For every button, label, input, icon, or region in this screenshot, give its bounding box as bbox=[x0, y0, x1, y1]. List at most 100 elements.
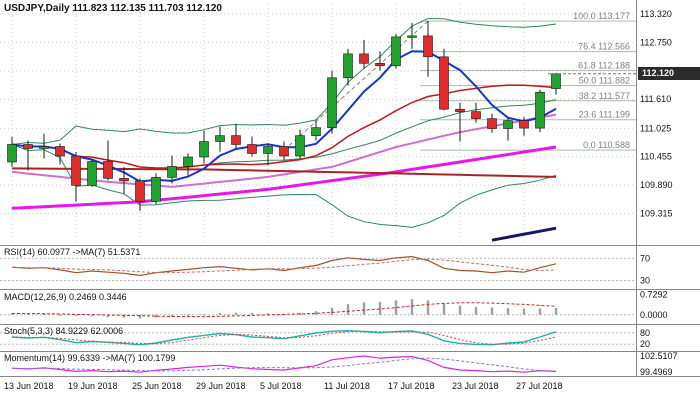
momentum-panel-label: Momentum(14) 99.6339 ->MA(7) 100.1799 bbox=[4, 353, 176, 363]
rsi-panel-label: RSI(14) 60.0977 ->MA(7) 51.5371 bbox=[4, 247, 141, 257]
price-axis-label[interactable]: 109.890 bbox=[640, 180, 673, 190]
candle-body bbox=[295, 135, 305, 157]
candle-body bbox=[199, 141, 209, 158]
ma-magenta-thick-line bbox=[11, 145, 557, 210]
candle-body bbox=[343, 53, 353, 79]
ma-mid-line bbox=[11, 84, 557, 169]
stoch-signal-line bbox=[11, 330, 557, 345]
date-axis-label[interactable]: 25 Jun 2018 bbox=[132, 381, 182, 391]
fib-level-label: 23.6 111.199 bbox=[579, 110, 630, 120]
macd-histogram-bar bbox=[394, 300, 398, 315]
macd-histogram-bar bbox=[298, 312, 302, 315]
candle-body bbox=[215, 135, 225, 142]
macd-histogram-bar bbox=[490, 307, 494, 315]
candle-body bbox=[423, 35, 433, 58]
symbol-ohlc-label: USDJPY,Daily 111.823 112.135 111.703 112… bbox=[4, 3, 222, 14]
macd-histogram-bar bbox=[186, 314, 190, 316]
rsi-axis-label: 30 bbox=[640, 276, 650, 286]
candle-body bbox=[183, 156, 193, 167]
price-axis-label[interactable]: 111.025 bbox=[640, 123, 671, 133]
fib-level-label: 0.0 110.588 bbox=[583, 140, 630, 150]
macd-histogram-bar bbox=[538, 308, 542, 315]
stoch-main-line bbox=[11, 329, 557, 346]
fib-level-label: 38.2 111.577 bbox=[579, 91, 630, 101]
macd-histogram-bar bbox=[234, 312, 238, 315]
macd-histogram-bar bbox=[426, 300, 430, 315]
macd-histogram-bar bbox=[266, 313, 270, 315]
candle-body bbox=[535, 91, 545, 129]
candle-body bbox=[391, 36, 401, 67]
macd-panel-label: MACD(12,26,9) 0.2469 0.3446 bbox=[4, 292, 127, 302]
macd-histogram-bar bbox=[90, 314, 94, 317]
macd-histogram-bar bbox=[314, 311, 318, 315]
fib-level-label: 61.8 112.188 bbox=[578, 60, 630, 70]
date-axis-label[interactable]: 5 Jul 2018 bbox=[260, 381, 302, 391]
momentum-line bbox=[11, 355, 557, 373]
candle-body bbox=[103, 161, 113, 179]
macd-histogram-bar bbox=[506, 308, 510, 315]
candle-body bbox=[231, 135, 241, 145]
stoch-panel-label: Stoch(5,3,3) 84.9229 62.0006 bbox=[4, 326, 124, 336]
date-axis-label[interactable]: 17 Jul 2018 bbox=[388, 381, 435, 391]
candle-body bbox=[487, 118, 497, 129]
candle-body bbox=[359, 53, 369, 64]
macd-histogram-bar bbox=[346, 304, 350, 315]
date-axis-label[interactable]: 29 Jun 2018 bbox=[196, 381, 246, 391]
macd-histogram-bar bbox=[154, 314, 158, 318]
macd-histogram-bar bbox=[474, 306, 478, 315]
candle-body bbox=[471, 111, 481, 119]
candle-body bbox=[311, 127, 321, 136]
price-axis-label[interactable]: 109.315 bbox=[640, 209, 673, 219]
ma-darkred-flat-line bbox=[11, 167, 557, 178]
candle-body bbox=[375, 62, 385, 67]
rsi-line bbox=[11, 255, 557, 277]
date-axis-label[interactable]: 27 Jul 2018 bbox=[516, 381, 563, 391]
candle-body bbox=[279, 146, 289, 157]
macd-histogram-bar bbox=[10, 313, 14, 315]
momentum-axis-label: 99.4969 bbox=[640, 367, 673, 377]
price-axis-label[interactable]: 113.320 bbox=[640, 9, 672, 19]
candle-body bbox=[551, 73, 561, 89]
candle-body bbox=[439, 56, 449, 110]
candle-body bbox=[151, 177, 161, 202]
rsi-axis-label: 70 bbox=[640, 253, 650, 263]
bollinger-lower-line bbox=[11, 144, 557, 228]
macd-signal-line bbox=[11, 302, 557, 318]
fib-level-label: 50.0 111.882 bbox=[579, 76, 630, 86]
candle-body bbox=[327, 77, 337, 128]
candle-body bbox=[119, 178, 129, 182]
price-axis-label[interactable]: 111.610 bbox=[640, 94, 671, 104]
price-axis-label[interactable]: 110.455 bbox=[640, 152, 672, 162]
macd-histogram-bar bbox=[458, 305, 462, 315]
current-price-badge: 112.120 bbox=[638, 67, 700, 80]
date-axis-label[interactable]: 19 Jun 2018 bbox=[68, 381, 118, 391]
candle-body bbox=[23, 144, 33, 149]
macd-histogram-bar bbox=[42, 314, 46, 315]
ma-navy-line bbox=[491, 226, 557, 242]
momentum-ma-line bbox=[11, 357, 557, 372]
date-axis-label[interactable]: 23 Jul 2018 bbox=[452, 381, 499, 391]
macd-histogram-bar bbox=[522, 308, 526, 315]
date-axis-label[interactable]: 11 Jul 2018 bbox=[324, 381, 370, 391]
macd-histogram-bar bbox=[26, 313, 30, 315]
candle-body bbox=[263, 146, 273, 154]
macd-histogram-bar bbox=[74, 314, 78, 316]
candle-body bbox=[135, 180, 145, 202]
candle-body bbox=[7, 144, 17, 163]
macd-histogram-bar bbox=[554, 307, 558, 315]
macd-histogram-bar bbox=[250, 312, 254, 315]
candle-body bbox=[71, 155, 81, 186]
macd-axis-label: 0.0000 bbox=[640, 310, 668, 320]
macd-histogram-bar bbox=[362, 302, 366, 315]
macd-histogram-bar bbox=[410, 299, 414, 315]
macd-histogram-bar bbox=[202, 314, 206, 316]
candle-body bbox=[247, 144, 257, 154]
price-axis-label[interactable]: 112.750 bbox=[640, 37, 672, 47]
fib-level-label: 100.0 113.177 bbox=[573, 11, 630, 21]
candle-body bbox=[55, 146, 65, 157]
candle-body bbox=[167, 166, 177, 178]
rsi-ma-line bbox=[11, 258, 557, 274]
date-axis-label[interactable]: 13 Jun 2018 bbox=[4, 381, 54, 391]
